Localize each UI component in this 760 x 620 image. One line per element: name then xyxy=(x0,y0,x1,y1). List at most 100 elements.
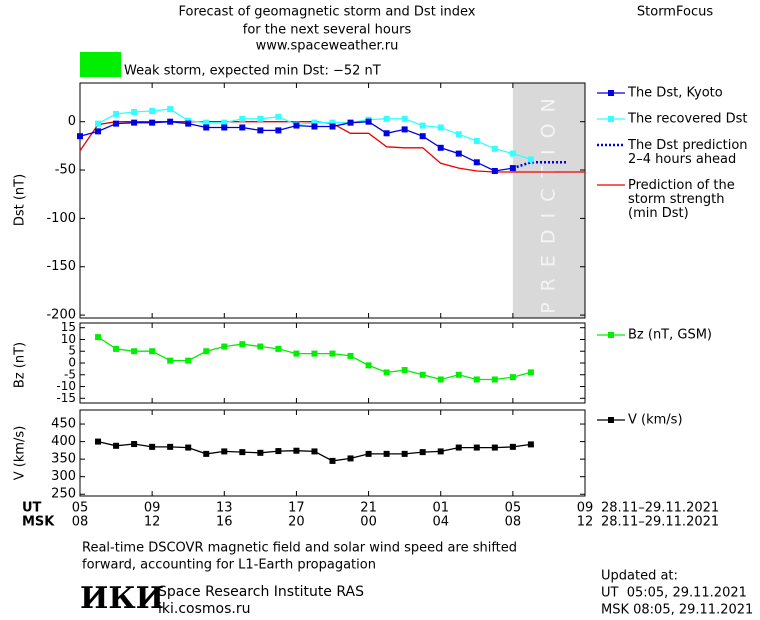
point xyxy=(527,369,534,376)
point xyxy=(401,115,408,122)
series-line xyxy=(97,108,532,161)
legend-label: Bz (nT, GSM) xyxy=(628,328,712,343)
x-tick-label-msk: 20 xyxy=(288,515,305,530)
point xyxy=(113,120,120,127)
point xyxy=(149,443,156,450)
point xyxy=(167,106,174,113)
msk-range: 28.11–29.11.2021 xyxy=(601,515,719,530)
y-tick-label: 400 xyxy=(51,434,76,449)
logo: ИКИ xyxy=(80,581,164,616)
point xyxy=(527,156,534,163)
point xyxy=(275,345,282,352)
x-tick-label: 17 xyxy=(288,501,305,516)
point xyxy=(203,119,210,126)
x-tick-label-msk: 08 xyxy=(505,515,522,530)
updated-msk: MSK 08:05, 29.11.2021 xyxy=(601,603,753,618)
point xyxy=(167,357,174,364)
point xyxy=(455,131,462,138)
point xyxy=(401,450,408,457)
point xyxy=(455,371,462,378)
point xyxy=(473,376,480,383)
point xyxy=(257,127,264,134)
point xyxy=(95,120,102,127)
updated-ut: UT 05:05, 29.11.2021 xyxy=(601,586,747,601)
point xyxy=(383,369,390,376)
point xyxy=(437,376,444,383)
point xyxy=(419,449,426,456)
point xyxy=(347,455,354,462)
y-tick-label: 5 xyxy=(68,344,76,358)
title-line: Forecast of geomagnetic storm and Dst in… xyxy=(178,5,475,20)
title-line: www.spaceweather.ru xyxy=(256,39,399,54)
point xyxy=(311,119,318,126)
legend-label: The recovered Dst xyxy=(627,112,747,127)
point xyxy=(437,448,444,455)
point xyxy=(221,448,228,455)
note-line: forward, accounting for L1-Earth propaga… xyxy=(82,558,376,573)
brand: StormFocus xyxy=(637,5,713,20)
point xyxy=(149,348,156,355)
prediction-zone xyxy=(512,83,585,318)
point xyxy=(491,444,498,451)
y-tick-label: -200 xyxy=(46,308,76,323)
site: iki.cosmos.ru xyxy=(158,601,250,617)
point xyxy=(293,447,300,454)
msk-label: MSK xyxy=(22,515,55,530)
point xyxy=(509,374,516,381)
point xyxy=(491,145,498,152)
point xyxy=(527,441,534,448)
point xyxy=(509,443,516,450)
plot-frame xyxy=(79,82,586,319)
point xyxy=(221,343,228,350)
point xyxy=(185,120,192,127)
x-tick-label: 05 xyxy=(505,501,522,516)
point xyxy=(365,450,372,457)
point xyxy=(329,123,336,130)
point xyxy=(95,438,102,445)
point xyxy=(473,159,480,166)
status-swatch xyxy=(80,52,121,77)
legend-marker xyxy=(608,417,614,423)
plot-frame xyxy=(79,409,586,497)
point xyxy=(167,118,174,125)
series-line xyxy=(512,161,567,170)
point xyxy=(257,115,264,122)
point xyxy=(329,457,336,464)
point xyxy=(311,448,318,455)
point xyxy=(185,444,192,451)
point xyxy=(239,449,246,456)
y-tick-label: -50 xyxy=(55,163,76,178)
point xyxy=(113,345,120,352)
legend-label: The Dst, Kyoto xyxy=(627,86,723,101)
x-tick-label-msk: 04 xyxy=(432,515,449,530)
point xyxy=(419,133,426,140)
point xyxy=(473,138,480,145)
point xyxy=(365,118,372,125)
y-tick-label: -15 xyxy=(56,391,76,405)
point xyxy=(113,442,120,449)
x-tick-label-msk: 12 xyxy=(144,515,161,530)
y-axis-title: Dst (nT) xyxy=(13,174,28,226)
y-tick-label: -10 xyxy=(56,379,76,393)
y-axis-title: V (km/s) xyxy=(13,426,28,481)
x-tick-label: 21 xyxy=(360,501,377,516)
point xyxy=(167,443,174,450)
x-tick-label: 01 xyxy=(432,501,449,516)
y-tick-label: 10 xyxy=(61,332,76,346)
y-tick-label: 250 xyxy=(51,487,76,502)
point xyxy=(419,122,426,129)
y-tick-label: -100 xyxy=(46,211,76,226)
point xyxy=(509,165,516,172)
point xyxy=(203,124,210,131)
y-tick-label: 350 xyxy=(51,452,76,467)
legend-marker xyxy=(608,332,614,338)
point xyxy=(311,350,318,357)
x-tick-label: 13 xyxy=(216,501,233,516)
institute: Space Research Institute RAS xyxy=(158,584,364,600)
point xyxy=(365,362,372,369)
point xyxy=(203,450,210,457)
point xyxy=(131,109,138,116)
x-tick-label-msk: 12 xyxy=(577,515,594,530)
point xyxy=(257,343,264,350)
